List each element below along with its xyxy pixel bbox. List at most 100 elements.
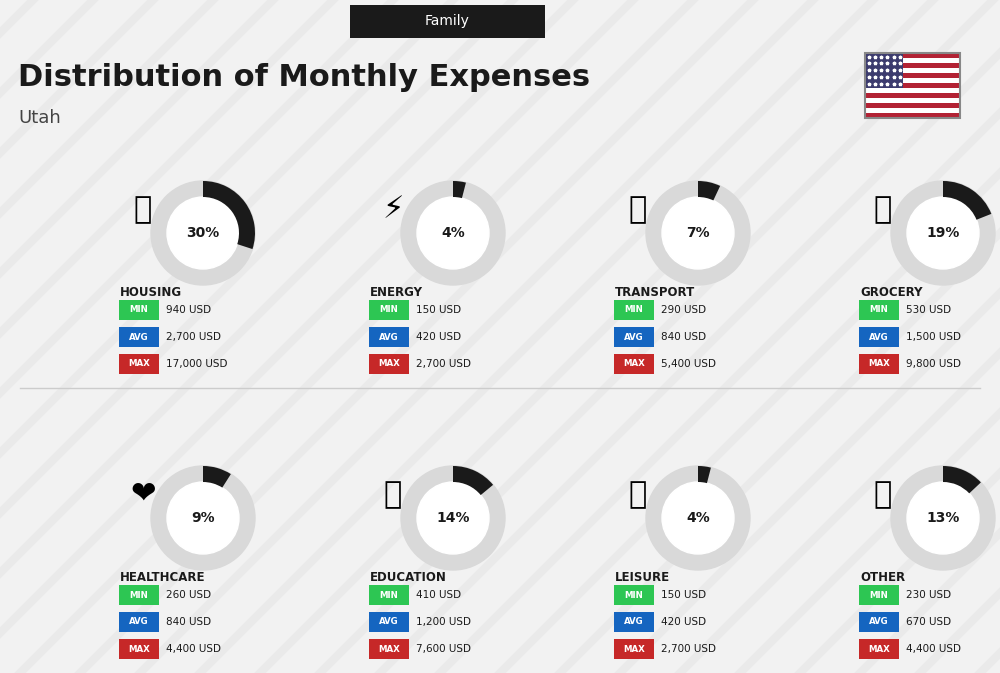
Text: 30%: 30%: [186, 226, 220, 240]
Text: AVG: AVG: [379, 618, 399, 627]
Circle shape: [401, 466, 505, 570]
Text: Distribution of Monthly Expenses: Distribution of Monthly Expenses: [18, 63, 590, 92]
Text: Utah: Utah: [18, 109, 61, 127]
Text: 530 USD: 530 USD: [906, 305, 951, 315]
FancyBboxPatch shape: [119, 585, 159, 605]
Text: LEISURE: LEISURE: [615, 571, 670, 584]
Circle shape: [662, 482, 734, 554]
FancyBboxPatch shape: [865, 108, 960, 113]
Text: MIN: MIN: [625, 306, 643, 314]
FancyBboxPatch shape: [865, 53, 960, 58]
FancyBboxPatch shape: [865, 63, 960, 68]
FancyBboxPatch shape: [614, 639, 654, 659]
FancyBboxPatch shape: [859, 612, 899, 632]
Circle shape: [907, 197, 979, 269]
Text: 7,600 USD: 7,600 USD: [416, 644, 471, 654]
Circle shape: [151, 466, 255, 570]
Wedge shape: [203, 466, 231, 488]
Text: 🛍: 🛍: [629, 481, 647, 509]
Text: AVG: AVG: [129, 332, 149, 341]
Text: MAX: MAX: [623, 645, 645, 653]
Text: AVG: AVG: [869, 618, 889, 627]
Text: MIN: MIN: [380, 590, 398, 600]
Text: 🛒: 🛒: [874, 195, 892, 225]
Text: MAX: MAX: [128, 645, 150, 653]
Text: 17,000 USD: 17,000 USD: [166, 359, 228, 369]
FancyBboxPatch shape: [369, 300, 409, 320]
Wedge shape: [453, 181, 466, 198]
FancyBboxPatch shape: [119, 354, 159, 374]
FancyBboxPatch shape: [614, 327, 654, 347]
Wedge shape: [943, 181, 991, 220]
FancyBboxPatch shape: [614, 612, 654, 632]
Text: MAX: MAX: [378, 645, 400, 653]
FancyBboxPatch shape: [865, 88, 960, 93]
FancyBboxPatch shape: [350, 5, 545, 38]
FancyBboxPatch shape: [859, 327, 899, 347]
Circle shape: [891, 181, 995, 285]
Text: 150 USD: 150 USD: [661, 590, 706, 600]
Text: ❤: ❤: [130, 481, 156, 509]
Wedge shape: [943, 466, 981, 493]
Text: GROCERY: GROCERY: [860, 286, 922, 299]
Wedge shape: [698, 466, 711, 483]
Text: MIN: MIN: [380, 306, 398, 314]
Text: Family: Family: [425, 15, 470, 28]
Text: 🎓: 🎓: [384, 481, 402, 509]
Circle shape: [417, 482, 489, 554]
FancyBboxPatch shape: [369, 612, 409, 632]
FancyBboxPatch shape: [859, 354, 899, 374]
Text: 410 USD: 410 USD: [416, 590, 461, 600]
FancyBboxPatch shape: [865, 68, 960, 73]
FancyBboxPatch shape: [859, 585, 899, 605]
Text: 670 USD: 670 USD: [906, 617, 951, 627]
Text: MAX: MAX: [623, 359, 645, 369]
Text: 260 USD: 260 USD: [166, 590, 211, 600]
FancyBboxPatch shape: [369, 639, 409, 659]
Wedge shape: [203, 181, 255, 249]
Text: HOUSING: HOUSING: [120, 286, 182, 299]
Text: MIN: MIN: [625, 590, 643, 600]
Text: 19%: 19%: [926, 226, 960, 240]
Text: 4%: 4%: [686, 511, 710, 525]
Text: MAX: MAX: [868, 645, 890, 653]
FancyBboxPatch shape: [865, 58, 960, 63]
Text: 2,700 USD: 2,700 USD: [166, 332, 221, 342]
Text: AVG: AVG: [129, 618, 149, 627]
Text: MAX: MAX: [868, 359, 890, 369]
Text: MIN: MIN: [870, 590, 888, 600]
Text: 1,200 USD: 1,200 USD: [416, 617, 471, 627]
Text: AVG: AVG: [624, 332, 644, 341]
FancyBboxPatch shape: [614, 585, 654, 605]
Circle shape: [646, 466, 750, 570]
Text: HEALTHCARE: HEALTHCARE: [120, 571, 206, 584]
Text: 4%: 4%: [441, 226, 465, 240]
Text: AVG: AVG: [624, 618, 644, 627]
Text: 7%: 7%: [686, 226, 710, 240]
FancyBboxPatch shape: [865, 103, 960, 108]
Text: 13%: 13%: [926, 511, 960, 525]
Text: 4,400 USD: 4,400 USD: [906, 644, 961, 654]
FancyBboxPatch shape: [865, 53, 903, 88]
Text: OTHER: OTHER: [860, 571, 905, 584]
FancyBboxPatch shape: [865, 93, 960, 98]
Circle shape: [401, 181, 505, 285]
Circle shape: [417, 197, 489, 269]
Text: ENERGY: ENERGY: [370, 286, 423, 299]
Text: 14%: 14%: [436, 511, 470, 525]
Text: 🚌: 🚌: [629, 195, 647, 225]
Circle shape: [646, 181, 750, 285]
FancyBboxPatch shape: [865, 78, 960, 83]
Text: MAX: MAX: [128, 359, 150, 369]
Text: 2,700 USD: 2,700 USD: [661, 644, 716, 654]
Text: 230 USD: 230 USD: [906, 590, 951, 600]
Text: 4,400 USD: 4,400 USD: [166, 644, 221, 654]
Wedge shape: [453, 466, 493, 495]
Text: 290 USD: 290 USD: [661, 305, 706, 315]
Circle shape: [891, 466, 995, 570]
FancyBboxPatch shape: [119, 327, 159, 347]
Text: 9,800 USD: 9,800 USD: [906, 359, 961, 369]
Text: MAX: MAX: [378, 359, 400, 369]
Text: 2,700 USD: 2,700 USD: [416, 359, 471, 369]
Circle shape: [907, 482, 979, 554]
